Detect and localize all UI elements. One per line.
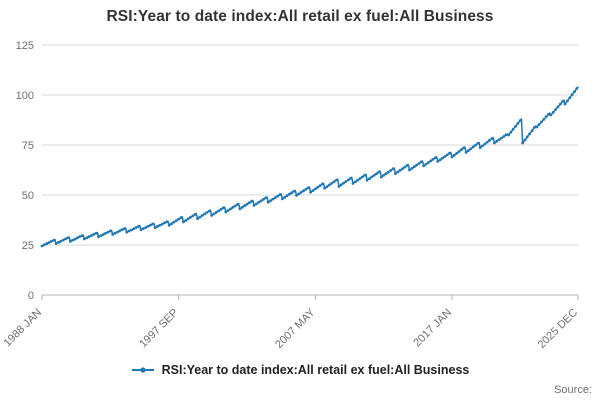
svg-text:2007 MAY: 2007 MAY — [273, 306, 318, 351]
legend-line-icon — [131, 367, 154, 373]
svg-text:0: 0 — [28, 290, 34, 302]
svg-text:1988 JAN: 1988 JAN — [1, 307, 44, 350]
svg-text:50: 50 — [22, 190, 34, 202]
svg-text:1997 SEP: 1997 SEP — [137, 307, 181, 351]
source-label: Source: — [554, 384, 592, 396]
svg-text:125: 125 — [16, 40, 34, 52]
svg-text:100: 100 — [16, 90, 34, 102]
chart-title: RSI:Year to date index:All retail ex fue… — [106, 8, 494, 25]
legend-label: RSI:Year to date index:All retail ex fue… — [161, 363, 470, 377]
svg-text:2017 JAN: 2017 JAN — [411, 307, 454, 350]
line-chart: 0 25 50 75 100 125 1988 JAN 1997 SEP 2007 MAY 201… — [1, 40, 580, 351]
svg-text:75: 75 — [22, 140, 34, 152]
svg-text:2025 DEC: 2025 DEC — [536, 307, 580, 351]
legend-item[interactable]: RSI:Year to date index:All retail ex fue… — [0, 363, 600, 377]
svg-text:25: 25 — [22, 240, 34, 252]
